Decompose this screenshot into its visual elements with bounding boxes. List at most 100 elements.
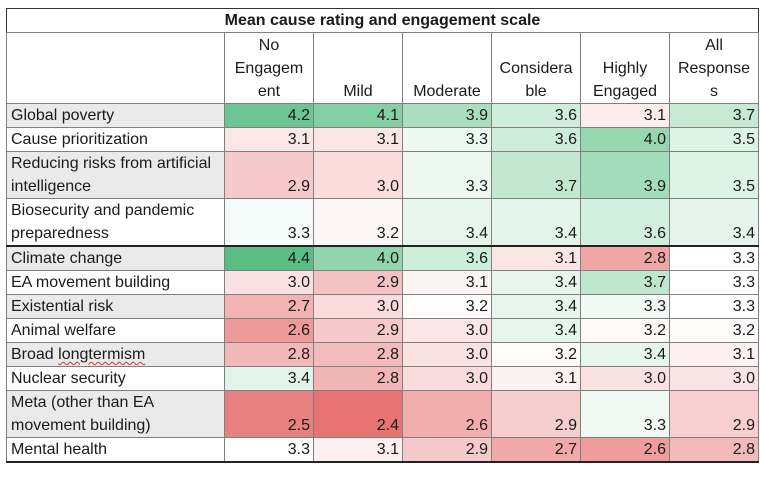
column-header: Considera ble [491, 32, 581, 104]
value-cell: 3.4 [491, 318, 581, 343]
table-row: Nuclear security 3.4 2.8 3.0 3.1 3.0 3.0 [6, 366, 759, 391]
value-cell: 4.4 [224, 245, 314, 271]
value-cell: 2.7 [491, 437, 581, 463]
column-header: No Engagem ent [224, 32, 314, 104]
table-title: Mean cause rating and engagement scale [6, 8, 759, 33]
value-cell: 3.3 [224, 437, 314, 463]
row-label: Animal welfare [6, 318, 225, 343]
value-cell: 2.4 [313, 390, 403, 438]
value-cell: 3.0 [224, 270, 314, 295]
value-cell: 3.3 [224, 198, 314, 247]
table-row: Biosecurity and pandemic preparedness 3.3… [6, 198, 759, 247]
value-cell: 2.9 [313, 270, 403, 295]
table-row: Broad longtermism 2.8 2.8 3.0 3.2 3.4 3.1 [6, 342, 759, 367]
value-cell: 3.3 [580, 294, 670, 319]
value-cell: 3.1 [580, 103, 670, 128]
value-cell: 3.1 [313, 437, 403, 463]
value-cell: 3.4 [669, 198, 759, 247]
table-row: Cause prioritization 3.1 3.1 3.3 3.6 4.0 3.5 [6, 127, 759, 152]
row-label: Global poverty [6, 103, 225, 128]
value-cell: 3.7 [580, 270, 670, 295]
value-cell: 3.9 [402, 103, 492, 128]
value-cell: 3.6 [402, 245, 492, 271]
row-label: Climate change [6, 245, 225, 271]
row-label: Nuclear security [6, 366, 225, 391]
row-label: Biosecurity and pandemic preparedness [6, 198, 225, 247]
value-cell: 3.0 [669, 366, 759, 391]
value-cell: 3.0 [402, 366, 492, 391]
column-header: Mild [313, 32, 403, 104]
value-cell: 3.0 [313, 151, 403, 199]
table-row: Meta (other than EA movement building) 2.… [6, 390, 759, 438]
value-cell: 2.9 [224, 151, 314, 199]
value-cell: 3.0 [402, 342, 492, 367]
value-cell: 4.0 [580, 127, 670, 152]
value-cell: 2.8 [669, 437, 759, 463]
value-cell: 3.3 [669, 245, 759, 271]
row-label: Broad longtermism [6, 342, 225, 367]
value-cell: 3.0 [313, 294, 403, 319]
table-row: Mental health 3.3 3.1 2.9 2.7 2.6 2.8 [6, 437, 759, 463]
value-cell: 3.2 [491, 342, 581, 367]
value-cell: 2.9 [491, 390, 581, 438]
table-row: Reducing risks from artificial intellige… [6, 151, 759, 199]
value-cell: 2.8 [224, 342, 314, 367]
value-cell: 3.1 [313, 127, 403, 152]
table-row: Existential risk 2.7 3.0 3.2 3.4 3.3 3.3 [6, 294, 759, 319]
row-label: Existential risk [6, 294, 225, 319]
value-cell: 4.1 [313, 103, 403, 128]
value-cell: 2.8 [580, 245, 670, 271]
value-cell: 3.7 [491, 151, 581, 199]
cause-rating-table: Mean cause rating and engagement scale N… [6, 8, 759, 463]
column-header: Highly Engaged [580, 32, 670, 104]
value-cell: 2.8 [313, 366, 403, 391]
value-cell: 4.0 [313, 245, 403, 271]
value-cell: 2.8 [313, 342, 403, 367]
value-cell: 2.9 [669, 390, 759, 438]
row-label: Meta (other than EA movement building) [6, 390, 225, 438]
table-row: Climate change 4.4 4.0 3.6 3.1 2.8 3.3 [6, 245, 759, 271]
value-cell: 3.3 [402, 151, 492, 199]
value-cell: 3.3 [669, 294, 759, 319]
value-cell: 3.5 [669, 151, 759, 199]
value-cell: 3.2 [313, 198, 403, 247]
value-cell: 3.6 [580, 198, 670, 247]
value-cell: 3.3 [580, 390, 670, 438]
row-label: Cause prioritization [6, 127, 225, 152]
value-cell: 3.5 [669, 127, 759, 152]
value-cell: 2.5 [224, 390, 314, 438]
table-row: Animal welfare 2.6 2.9 3.0 3.4 3.2 3.2 [6, 318, 759, 343]
value-cell: 3.3 [669, 270, 759, 295]
table-row: Global poverty 4.2 4.1 3.9 3.6 3.1 3.7 [6, 103, 759, 128]
value-cell: 3.2 [402, 294, 492, 319]
column-header: All Response s [669, 32, 759, 104]
column-header-row: No Engagem ent Mild Moderate Considera ble High… [6, 32, 759, 104]
value-cell: 3.1 [402, 270, 492, 295]
value-cell: 3.4 [402, 198, 492, 247]
value-cell: 3.3 [402, 127, 492, 152]
column-header: Moderate [402, 32, 492, 104]
value-cell: 3.1 [224, 127, 314, 152]
value-cell: 3.1 [669, 342, 759, 367]
value-cell: 3.9 [580, 151, 670, 199]
value-cell: 3.0 [580, 366, 670, 391]
value-cell: 4.2 [224, 103, 314, 128]
value-cell: 3.1 [491, 366, 581, 391]
table-body: No Engagem ent Mild Moderate Considera ble High… [6, 32, 759, 463]
value-cell: 3.0 [402, 318, 492, 343]
value-cell: 3.4 [491, 270, 581, 295]
value-cell: 3.4 [224, 366, 314, 391]
value-cell: 3.4 [491, 198, 581, 247]
table-row: EA movement building 3.0 2.9 3.1 3.4 3.7 3.3 [6, 270, 759, 295]
value-cell: 2.9 [402, 437, 492, 463]
value-cell: 2.9 [313, 318, 403, 343]
value-cell: 3.2 [580, 318, 670, 343]
value-cell: 2.6 [580, 437, 670, 463]
value-cell: 3.6 [491, 103, 581, 128]
value-cell: 3.6 [491, 127, 581, 152]
row-label: Reducing risks from artificial intellige… [6, 151, 225, 199]
value-cell: 3.4 [491, 294, 581, 319]
value-cell: 3.7 [669, 103, 759, 128]
value-cell: 3.1 [491, 245, 581, 271]
corner-cell [6, 32, 225, 104]
